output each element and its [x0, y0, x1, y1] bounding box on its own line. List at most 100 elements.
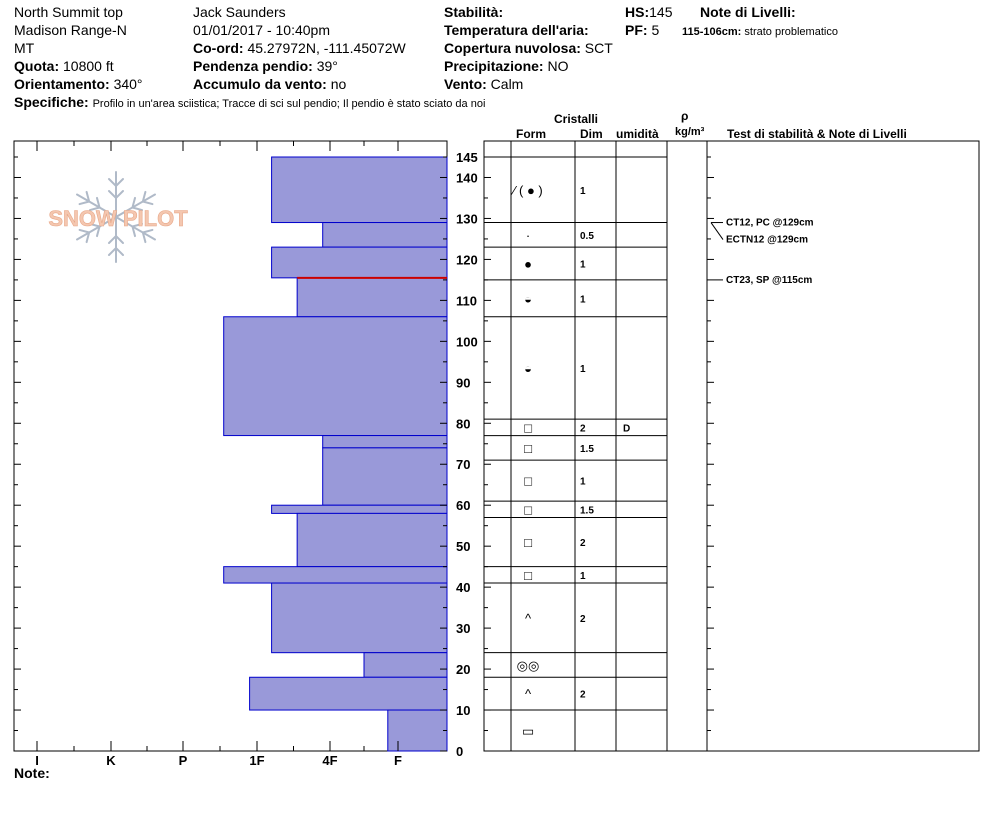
grain-form: □	[524, 474, 532, 489]
hardness-bar	[296, 512, 448, 568]
grain-table-frame	[483, 140, 980, 752]
grain-form: □	[524, 441, 532, 456]
layer-note-text: strato problematico	[744, 26, 838, 38]
stability-label: Stabilità:	[444, 4, 504, 20]
coords-label: Co-ord:	[193, 40, 244, 56]
test-pointer	[710, 222, 724, 240]
cloud-label: Copertura nuvolosa:	[444, 40, 581, 56]
stability-test-result: ECTN12 @129cm	[726, 235, 808, 246]
tests-header: Test di stabilità & Note di Livelli	[727, 127, 907, 141]
coords-value: 45.27972N, -111.45072W	[247, 40, 406, 56]
grain-form: ^	[525, 611, 532, 626]
height-tick-label: 10	[456, 703, 470, 718]
grain-form: ●	[524, 257, 532, 272]
slope: Pendenza pendio: 39°	[193, 57, 338, 75]
hardness-label: I	[35, 753, 39, 768]
grain-form: ◒	[524, 361, 532, 376]
grain-size: 2	[580, 690, 586, 701]
grain-form: ▭	[522, 724, 534, 739]
grain-size: 2	[580, 423, 586, 434]
height-tick-label: 145	[456, 150, 478, 165]
height-tick-label: 100	[456, 334, 478, 349]
crystals-header: Cristalli	[554, 112, 599, 126]
form-header: Form	[516, 127, 546, 141]
hardness-label: P	[179, 753, 188, 768]
hardness-bar	[271, 246, 448, 279]
hardness-bar	[271, 504, 448, 514]
grain-form: □	[524, 502, 532, 517]
wind-value: Calm	[490, 76, 524, 92]
elevation: Quota: 10800 ft	[14, 57, 114, 75]
hardness-label: 1F	[249, 753, 264, 768]
observer: Jack Saunders	[193, 4, 286, 20]
grain-size: 1.5	[580, 505, 594, 516]
height-tick-label: 110	[456, 293, 477, 308]
grain-moisture: D	[623, 423, 630, 434]
specifics-label: Specifiche:	[14, 94, 89, 110]
grain-size: 1	[580, 477, 586, 488]
hardness-bar	[322, 222, 448, 248]
precipitation: Precipitazione: NO	[444, 57, 568, 75]
height-tick-label: 20	[456, 662, 470, 677]
hardness-bar	[363, 652, 448, 678]
hardness-bar	[322, 447, 448, 506]
grain-size: 0.5	[580, 231, 594, 242]
moisture-header: umidità	[616, 127, 659, 141]
grain-size: 1.5	[580, 444, 594, 455]
aspect: Orientamento: 340°	[14, 75, 143, 93]
hardness-bar	[296, 277, 448, 318]
grain-size: 1	[580, 186, 586, 197]
grain-size: 1	[580, 260, 586, 271]
wind-label: Vento:	[444, 76, 487, 92]
foot-penetration: PF: 5	[625, 21, 659, 39]
hardness-bar	[223, 316, 448, 437]
hardness-bar	[387, 709, 448, 752]
grain-form: □	[524, 420, 532, 435]
density-symbol: ρ	[681, 109, 689, 123]
aspect-label: Orientamento:	[14, 76, 110, 92]
grain-size: 2	[580, 614, 586, 625]
coordinates: Co-ord: 45.27972N, -111.45072W	[193, 39, 406, 57]
precip-value: NO	[547, 58, 569, 74]
cloud-cover: Copertura nuvolosa: SCT	[444, 39, 613, 57]
height-tick-label: 90	[456, 375, 470, 390]
height-tick-label: 140	[456, 170, 478, 185]
slope-label: Pendenza pendio:	[193, 58, 313, 74]
grain-size: 1	[580, 571, 586, 582]
height-tick-label: 70	[456, 457, 470, 472]
grain-form: ◒	[524, 291, 532, 306]
hardness-bar	[271, 582, 448, 654]
precip-label: Precipitazione:	[444, 58, 544, 74]
wind-loading: Accumulo da vento: no	[193, 75, 346, 93]
specifics-text: Profilo in un'area sciistica; Tracce di …	[92, 98, 486, 110]
snowpilot-logo: SNOW PILOT	[38, 170, 198, 270]
layer-note-range: 115-106cm:	[682, 26, 742, 38]
elevation-value: 10800 ft	[63, 58, 114, 74]
elevation-label: Quota:	[14, 58, 60, 74]
grain-form: □	[524, 535, 532, 550]
snow-height: HS:145	[625, 3, 672, 21]
wind-load-label: Accumulo da vento:	[193, 76, 327, 92]
size-header: Dim	[580, 127, 603, 141]
hardness-bar	[249, 676, 448, 711]
density-unit: kg/m³	[675, 126, 705, 138]
grain-size: 1	[580, 294, 586, 305]
datetime: 01/01/2017 - 10:40pm	[193, 22, 330, 38]
logo-text: SNOW PILOT	[48, 206, 188, 231]
slope-value: 39°	[316, 58, 338, 74]
stability-test-result: CT12, PC @129cm	[726, 218, 814, 229]
hardness-bar	[271, 156, 448, 224]
wind-load-value: no	[330, 76, 347, 92]
height-tick-label: 40	[456, 580, 470, 595]
height-tick-label: 120	[456, 252, 478, 267]
pf-label: PF:	[625, 22, 648, 38]
grain-form: □	[524, 568, 532, 583]
hardness-bar	[322, 435, 448, 449]
hardness-label: 4F	[322, 753, 337, 768]
grain-form: ◎◎	[517, 658, 540, 673]
stability-test-result: CT23, SP @115cm	[726, 275, 812, 286]
hardness-bar	[223, 566, 448, 584]
layer-notes-label: Note di Livelli:	[700, 4, 796, 20]
grain-form: ·	[526, 228, 530, 243]
range: Madison Range-N	[14, 22, 127, 38]
